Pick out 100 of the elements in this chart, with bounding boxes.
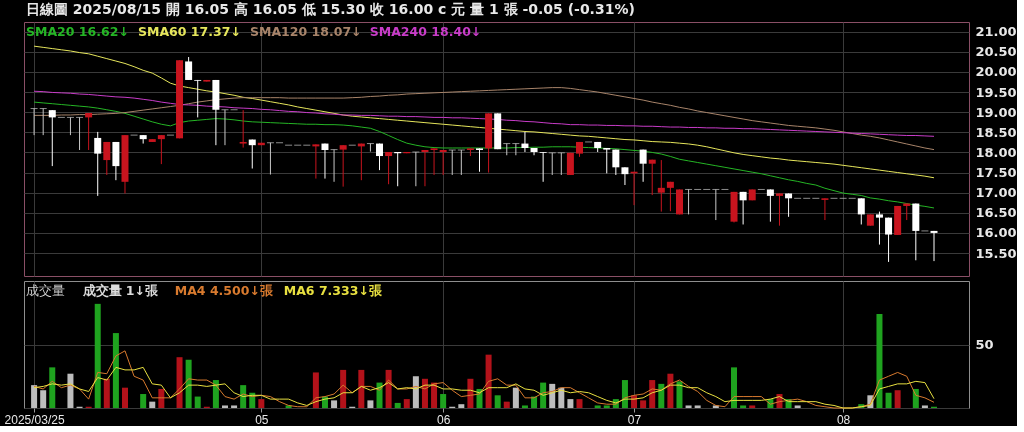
y-tick-label: 20.50 bbox=[975, 44, 1017, 60]
bar bbox=[240, 385, 247, 408]
candlestick bbox=[221, 109, 229, 146]
bar bbox=[567, 399, 574, 408]
candlestick bbox=[766, 188, 774, 223]
bar bbox=[485, 354, 492, 408]
y-tick-label: 18.50 bbox=[975, 124, 1017, 140]
bar bbox=[358, 369, 365, 408]
bar bbox=[876, 314, 883, 408]
bar bbox=[794, 405, 801, 408]
line-series bbox=[33, 101, 935, 209]
candlestick bbox=[648, 159, 656, 196]
candlestick bbox=[339, 144, 347, 188]
candlestick bbox=[612, 149, 620, 176]
x-tick-label: 05 bbox=[255, 412, 269, 427]
y-tick-label: 19.50 bbox=[975, 84, 1017, 100]
text: SMA240 18.40↓ bbox=[369, 24, 482, 39]
text: SMA120 18.07↓ bbox=[250, 24, 362, 39]
bar bbox=[658, 383, 665, 408]
candlestick bbox=[639, 149, 647, 183]
candlestick bbox=[421, 149, 429, 187]
candlestick bbox=[85, 112, 93, 151]
candlestick bbox=[103, 141, 111, 176]
bar bbox=[603, 405, 610, 408]
candlestick bbox=[76, 116, 84, 151]
bar bbox=[412, 376, 419, 408]
candlestick bbox=[739, 191, 747, 225]
candlestick bbox=[248, 139, 256, 170]
candlestick bbox=[48, 109, 56, 167]
bar bbox=[440, 394, 447, 408]
bar bbox=[221, 405, 228, 408]
text: SMA20 16.62↓ bbox=[26, 24, 129, 39]
bar bbox=[394, 402, 401, 408]
bar bbox=[694, 405, 701, 408]
candlestick bbox=[39, 108, 47, 136]
candlestick bbox=[512, 143, 520, 156]
y-tick-label: 18.00 bbox=[975, 144, 1017, 160]
bar bbox=[458, 404, 465, 408]
text: SMA60 17.37↓ bbox=[138, 24, 241, 39]
bar bbox=[494, 395, 501, 408]
candlestick bbox=[685, 188, 693, 215]
bar bbox=[894, 390, 901, 408]
candlestick bbox=[930, 230, 938, 262]
candlestick bbox=[657, 159, 665, 213]
bar bbox=[40, 390, 47, 408]
y-tick-label: 17.00 bbox=[975, 185, 1017, 201]
candlestick bbox=[157, 134, 165, 165]
candlestick bbox=[539, 151, 547, 183]
bar bbox=[176, 357, 183, 408]
x-tick-label: 2025/03/25 bbox=[4, 412, 65, 427]
bar bbox=[49, 367, 56, 408]
bar bbox=[149, 401, 156, 408]
candlestick bbox=[321, 143, 329, 180]
bar bbox=[231, 405, 238, 408]
text: MA4 4.500↓張 bbox=[174, 283, 274, 298]
y-tick-label: 17.50 bbox=[975, 165, 1017, 181]
bar bbox=[667, 373, 674, 408]
candlestick bbox=[94, 131, 102, 197]
bar bbox=[340, 369, 347, 408]
bar bbox=[112, 333, 119, 408]
candlestick bbox=[457, 149, 465, 176]
candlestick bbox=[875, 211, 883, 246]
bar bbox=[121, 387, 128, 408]
bar bbox=[512, 387, 519, 408]
candlestick bbox=[557, 152, 565, 176]
chart-title: 成交量 bbox=[26, 283, 65, 298]
line-series bbox=[33, 45, 935, 179]
bar bbox=[140, 394, 147, 408]
candlestick bbox=[666, 181, 674, 212]
bar bbox=[158, 388, 165, 408]
bar bbox=[312, 372, 319, 408]
bar bbox=[885, 392, 892, 408]
candlestick bbox=[385, 151, 393, 185]
bar bbox=[676, 381, 683, 408]
x-tick-label: 06 bbox=[436, 412, 451, 427]
bar bbox=[749, 405, 756, 408]
bar bbox=[385, 369, 392, 408]
bar bbox=[403, 399, 410, 408]
y-tick-label: 15.50 bbox=[975, 245, 1017, 261]
bar bbox=[94, 303, 101, 408]
candlestick bbox=[194, 79, 202, 118]
candlestick bbox=[603, 147, 611, 174]
bar bbox=[421, 378, 428, 408]
candlestick bbox=[330, 149, 338, 183]
bar bbox=[467, 378, 474, 408]
candlestick bbox=[548, 152, 556, 176]
candlestick bbox=[885, 217, 893, 263]
candlestick bbox=[185, 56, 193, 81]
bar bbox=[503, 401, 510, 408]
y-tick-label: 16.50 bbox=[975, 205, 1017, 221]
candlestick bbox=[366, 143, 374, 153]
x-tick-label: 07 bbox=[627, 412, 642, 427]
y-tick-label: 20.00 bbox=[975, 64, 1017, 80]
candlestick bbox=[503, 143, 511, 156]
bar bbox=[31, 385, 38, 408]
bar bbox=[185, 359, 192, 408]
candlestick bbox=[266, 142, 274, 176]
line-series bbox=[33, 87, 935, 151]
bar bbox=[921, 405, 928, 408]
candlestick bbox=[476, 147, 483, 173]
